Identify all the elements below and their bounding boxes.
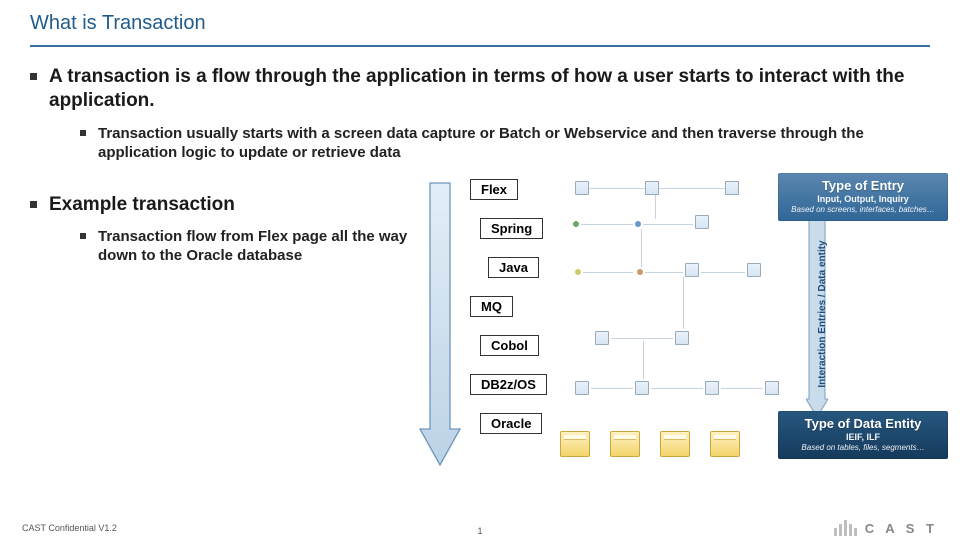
data-subtitle: IEIF, ILF — [784, 432, 942, 442]
bullet-1-sub: Transaction usually starts with a screen… — [80, 124, 930, 163]
db-icon — [660, 431, 690, 457]
bullet-2-sub: Transaction flow from Flex page all the … — [80, 227, 410, 266]
entry-desc: Based on screens, interfaces, batches… — [784, 205, 942, 214]
db-icon — [710, 431, 740, 457]
logo-text: C A S T — [865, 521, 938, 536]
layer-mq: MQ — [470, 296, 513, 317]
bullet-2-text: Example transaction — [49, 193, 235, 217]
component-graph — [565, 181, 795, 446]
data-title: Type of Data Entity — [784, 416, 942, 431]
bullet-square-icon — [30, 73, 37, 80]
layer-oracle: Oracle — [480, 413, 542, 434]
bullet-square-icon — [80, 233, 86, 239]
layer-java: Java — [488, 257, 539, 278]
entry-type-box: Type of Entry Input, Output, Inquiry Bas… — [778, 173, 948, 221]
bullet-square-icon — [30, 201, 37, 208]
layer-db2: DB2z/OS — [470, 374, 547, 395]
flow-arrow — [410, 179, 470, 469]
footer-left: CAST Confidential V1.2 — [22, 523, 117, 533]
data-entity-box: Type of Data Entity IEIF, ILF Based on t… — [778, 411, 948, 459]
page-number: 1 — [477, 526, 482, 536]
db-icon — [610, 431, 640, 457]
layer-spring: Spring — [480, 218, 543, 239]
cast-logo: C A S T — [834, 520, 938, 536]
database-icons — [560, 431, 740, 457]
bullet-2: Example transaction — [30, 193, 410, 217]
bullet-1: A transaction is a flow through the appl… — [30, 65, 930, 114]
down-arrow-icon — [418, 179, 462, 469]
layer-flex: Flex — [470, 179, 518, 200]
side-label-text: Interaction Entries / Data entity — [817, 209, 828, 419]
slide-title: What is Transaction — [30, 12, 960, 35]
bullet-2-sub-text: Transaction flow from Flex page all the … — [98, 227, 410, 266]
data-desc: Based on tables, files, segments… — [784, 443, 942, 452]
side-label-arrow: Interaction Entries / Data entity — [806, 209, 828, 419]
bullet-square-icon — [80, 130, 86, 136]
bullet-1-sub-text: Transaction usually starts with a screen… — [98, 124, 930, 163]
bullet-1-text: A transaction is a flow through the appl… — [49, 65, 930, 114]
logo-bars-icon — [834, 520, 857, 536]
layer-cobol: Cobol — [480, 335, 539, 356]
db-icon — [560, 431, 590, 457]
entry-title: Type of Entry — [784, 178, 942, 193]
diagram-region: Flex Spring Java MQ Cobol DB2z/OS Oracle — [410, 179, 930, 489]
layer-stack: Flex Spring Java MQ Cobol DB2z/OS Oracle — [470, 179, 547, 452]
entry-subtitle: Input, Output, Inquiry — [784, 194, 942, 204]
